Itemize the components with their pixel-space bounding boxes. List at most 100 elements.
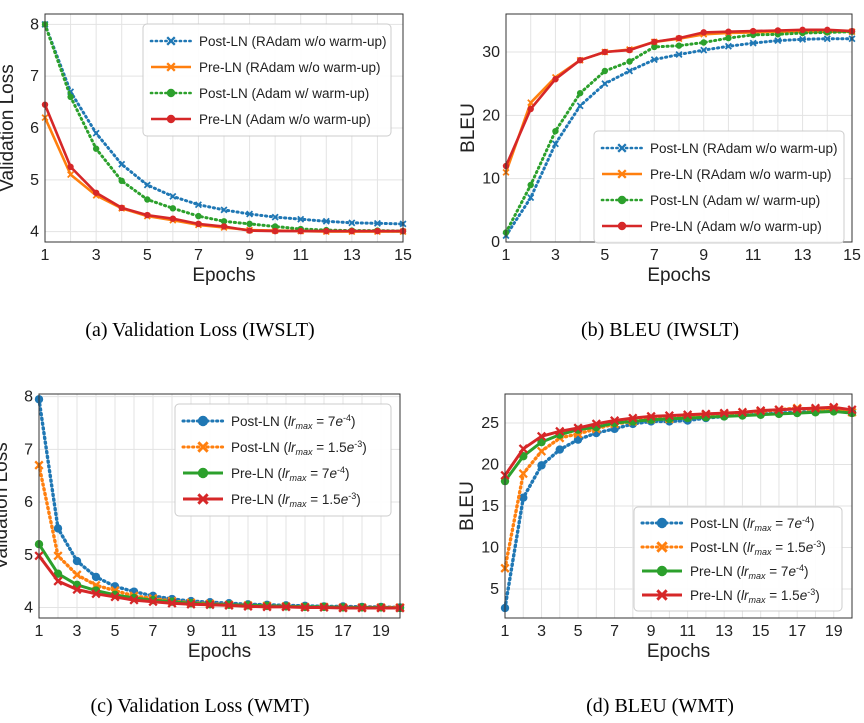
data-point [737,407,748,417]
legend-entry: Post-LN (RAdam w/o warm-up) [199,34,387,49]
data-point [67,93,74,101]
x-tick-label: 15 [296,623,314,640]
caption-d: (d) BLEU (WMT) [586,695,734,717]
data-point [700,39,707,46]
legend: Post-LN (lrmax = 7e-4) Post-LN (lrmax = 1… [633,506,843,612]
x-tick-label: 7 [194,247,203,264]
legend-entry: Post-LN (Adam w/ warm-up) [650,193,820,208]
data-point [167,598,177,608]
data-point [601,48,609,56]
x-tick-label: 15 [843,247,861,264]
data-point [92,189,100,196]
x-tick-label: 11 [745,247,762,264]
data-point [271,227,279,235]
data-point [91,572,101,582]
data-point [527,194,535,202]
legend-entry: Pre-LN (lrmax = 7e-4) [231,465,349,483]
y-tick-label: 4 [30,224,39,241]
data-point [701,409,711,419]
data-point [348,219,356,227]
x-tick-label: 15 [394,247,412,264]
x-tick-label: 11 [221,623,238,640]
data-point [271,223,279,230]
data-point [749,39,757,47]
legend-entry: Post-LN (lrmax = 7e-4) [231,413,355,431]
legend-swatch-marker [197,493,209,505]
x-tick-label: 13 [343,247,361,264]
x-tick-label: 17 [334,623,352,640]
y-tick-label: 25 [481,415,499,432]
data-point [519,493,528,502]
data-point [823,35,831,43]
data-point [376,603,386,613]
x-tick-label: 19 [825,623,843,640]
y-tick-label: 5 [490,581,499,598]
x-tick-label: 1 [35,623,44,640]
data-point [220,223,228,230]
data-point [756,405,766,416]
data-point [143,181,151,189]
data-point [651,43,658,51]
data-point [601,80,609,88]
data-point [148,597,158,607]
legend: Post-LN (RAdam w/o warm-up) Pre-LN (RAdam… [142,23,392,137]
data-point [118,177,125,185]
data-point [527,105,534,113]
data-point [220,218,228,225]
y-tick-label: 5 [30,172,39,189]
data-point [194,201,202,209]
legend-swatch-marker [656,517,668,529]
data-point [319,602,329,613]
data-point [220,206,228,214]
legend-swatch-marker [197,467,209,479]
x-tick-label: 9 [699,247,708,264]
legend-swatch-marker [197,415,209,427]
data-point [246,210,254,218]
legend-swatch-marker [656,589,668,601]
x-tick-label: 7 [650,247,659,264]
x-tick-label: 13 [715,623,733,640]
data-point [576,102,584,110]
data-point [271,213,279,221]
x-tick-label: 3 [537,623,546,640]
data-point [357,603,367,613]
data-point [262,602,272,612]
x-tick-label: 15 [752,623,770,640]
data-point [144,196,151,203]
data-point [774,27,782,34]
legend-entry: Post-LN (RAdam w/o warm-up) [650,141,838,156]
series-pre-ln-lr-max-1-5e-3 [34,551,405,613]
legend-swatch-marker [197,441,209,453]
y-axis-label: Validation Loss [0,64,18,191]
data-point [518,469,528,479]
data-point [527,181,534,189]
legend-swatch-marker [166,114,176,124]
legend-box [593,130,845,244]
x-tick-label: 11 [292,247,309,264]
series-pre-ln-lr-max-1-5e-3 [500,402,857,480]
legend-entry: Post-LN (lrmax = 1.5e-3) [231,439,367,457]
x-tick-label: 1 [501,623,510,640]
x-tick-label: 19 [372,623,390,640]
data-point [573,423,583,433]
data-point [725,34,732,42]
y-tick-label: 10 [482,171,500,188]
legend-swatch-marker [656,541,668,553]
data-point [552,127,559,135]
y-tick-label: 30 [482,44,500,61]
y-tick-label: 4 [24,599,33,616]
legend-box [142,23,392,137]
y-tick-label: 20 [481,457,499,474]
legend: Post-LN (RAdam w/o warm-up) Pre-LN (RAdam… [593,130,845,244]
data-point [67,171,75,179]
data-point [92,145,100,152]
y-tick-label: 0 [491,234,500,251]
data-point [824,26,831,34]
legend-swatch-marker [617,143,627,153]
legend-swatch-marker [166,62,176,72]
x-tick-label: 9 [245,247,254,264]
x-tick-label: 5 [574,623,583,640]
data-point [724,42,732,50]
